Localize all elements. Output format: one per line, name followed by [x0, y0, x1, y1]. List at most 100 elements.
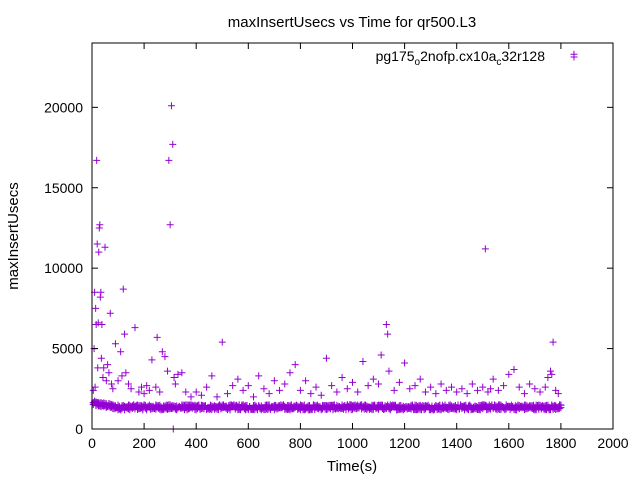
data-point	[260, 385, 268, 393]
data-point	[557, 404, 565, 412]
data-point	[97, 354, 105, 362]
data-point	[164, 367, 172, 375]
data-point	[93, 156, 101, 164]
data-point	[187, 393, 195, 401]
data-point	[411, 382, 419, 390]
data-point	[197, 391, 205, 399]
data-point	[140, 390, 148, 398]
data-point	[369, 375, 377, 383]
data-point	[169, 140, 177, 148]
data-point	[94, 319, 102, 327]
data-point	[515, 383, 523, 391]
data-point	[474, 386, 482, 394]
data-point	[384, 330, 392, 338]
data-point	[317, 391, 325, 399]
data-point	[250, 393, 258, 401]
data-point	[401, 359, 409, 367]
data-point	[156, 388, 164, 396]
y-tick-label: 0	[75, 421, 83, 437]
data-point	[239, 386, 247, 394]
data-point	[101, 243, 109, 251]
data-point	[93, 240, 101, 248]
data-point	[108, 380, 116, 388]
data-point	[447, 383, 455, 391]
data-point	[481, 245, 489, 253]
data-point	[421, 388, 429, 396]
data-point	[500, 382, 508, 390]
data-point	[554, 390, 562, 398]
data-point	[255, 372, 263, 380]
data-point	[526, 380, 534, 388]
data-point	[167, 102, 175, 110]
data-point	[170, 374, 178, 382]
data-point	[510, 365, 518, 373]
data-point	[152, 383, 160, 391]
data-point	[94, 364, 102, 372]
data-point	[338, 374, 346, 382]
data-point	[178, 369, 186, 377]
data-point	[174, 370, 182, 378]
data-point	[265, 390, 273, 398]
data-point	[218, 338, 226, 346]
x-tick-label: 2000	[597, 435, 628, 451]
legend-label-part: 2nofp.cx10a	[420, 48, 496, 64]
data-point	[229, 382, 237, 390]
legend: pg175o2nofp.cx10ac32r128	[376, 48, 578, 68]
x-tick-label: 600	[237, 435, 261, 451]
data-point	[203, 383, 211, 391]
data-point	[171, 380, 179, 388]
data-point	[546, 367, 554, 375]
data-point	[520, 390, 528, 398]
data-point	[208, 372, 216, 380]
data-point	[276, 386, 284, 394]
data-point	[494, 386, 502, 394]
data-point	[99, 374, 107, 382]
data-point	[468, 380, 476, 388]
y-tick-label: 15000	[44, 180, 83, 196]
data-point	[390, 386, 398, 394]
legend-label-part: 32r128	[501, 48, 545, 64]
data-point	[487, 385, 495, 393]
data-point	[127, 385, 135, 393]
data-point	[96, 221, 104, 229]
data-point	[312, 383, 320, 391]
y-tick-label: 20000	[44, 99, 83, 115]
legend-label: pg175o2nofp.cx10ac32r128	[376, 48, 546, 68]
data-point	[122, 369, 130, 377]
legend-label-subscript: c	[496, 57, 501, 68]
data-point	[406, 385, 414, 393]
data-point	[296, 386, 304, 394]
data-point	[114, 377, 122, 385]
data-point	[166, 221, 174, 229]
data-point	[135, 388, 143, 396]
data-point	[192, 388, 200, 396]
x-tick-label: 1200	[389, 435, 420, 451]
x-tick-label: 1400	[441, 435, 472, 451]
data-point	[102, 377, 110, 385]
data-point	[505, 370, 513, 378]
chart-title: maxInsertUsecs vs Time for qr500.L3	[228, 14, 476, 31]
data-point	[432, 390, 440, 398]
data-point	[117, 348, 125, 356]
data-point	[536, 388, 544, 396]
data-point	[124, 380, 132, 388]
data-point	[479, 383, 487, 391]
data-point	[223, 390, 231, 398]
data-point	[442, 386, 450, 394]
data-point	[375, 380, 383, 388]
x-tick-label: 1000	[337, 435, 368, 451]
data-point	[143, 382, 151, 390]
data-point	[161, 353, 169, 361]
x-tick-label: 800	[289, 435, 313, 451]
data-point	[548, 370, 556, 378]
data-point	[427, 383, 435, 391]
legend-marker	[570, 53, 578, 61]
x-tick-label: 400	[185, 435, 209, 451]
data-point	[395, 378, 403, 386]
data-point	[281, 380, 289, 388]
data-point	[137, 383, 145, 391]
data-point	[131, 324, 139, 332]
data-point	[364, 382, 372, 390]
x-tick-label: 1800	[545, 435, 576, 451]
data-point	[416, 375, 424, 383]
